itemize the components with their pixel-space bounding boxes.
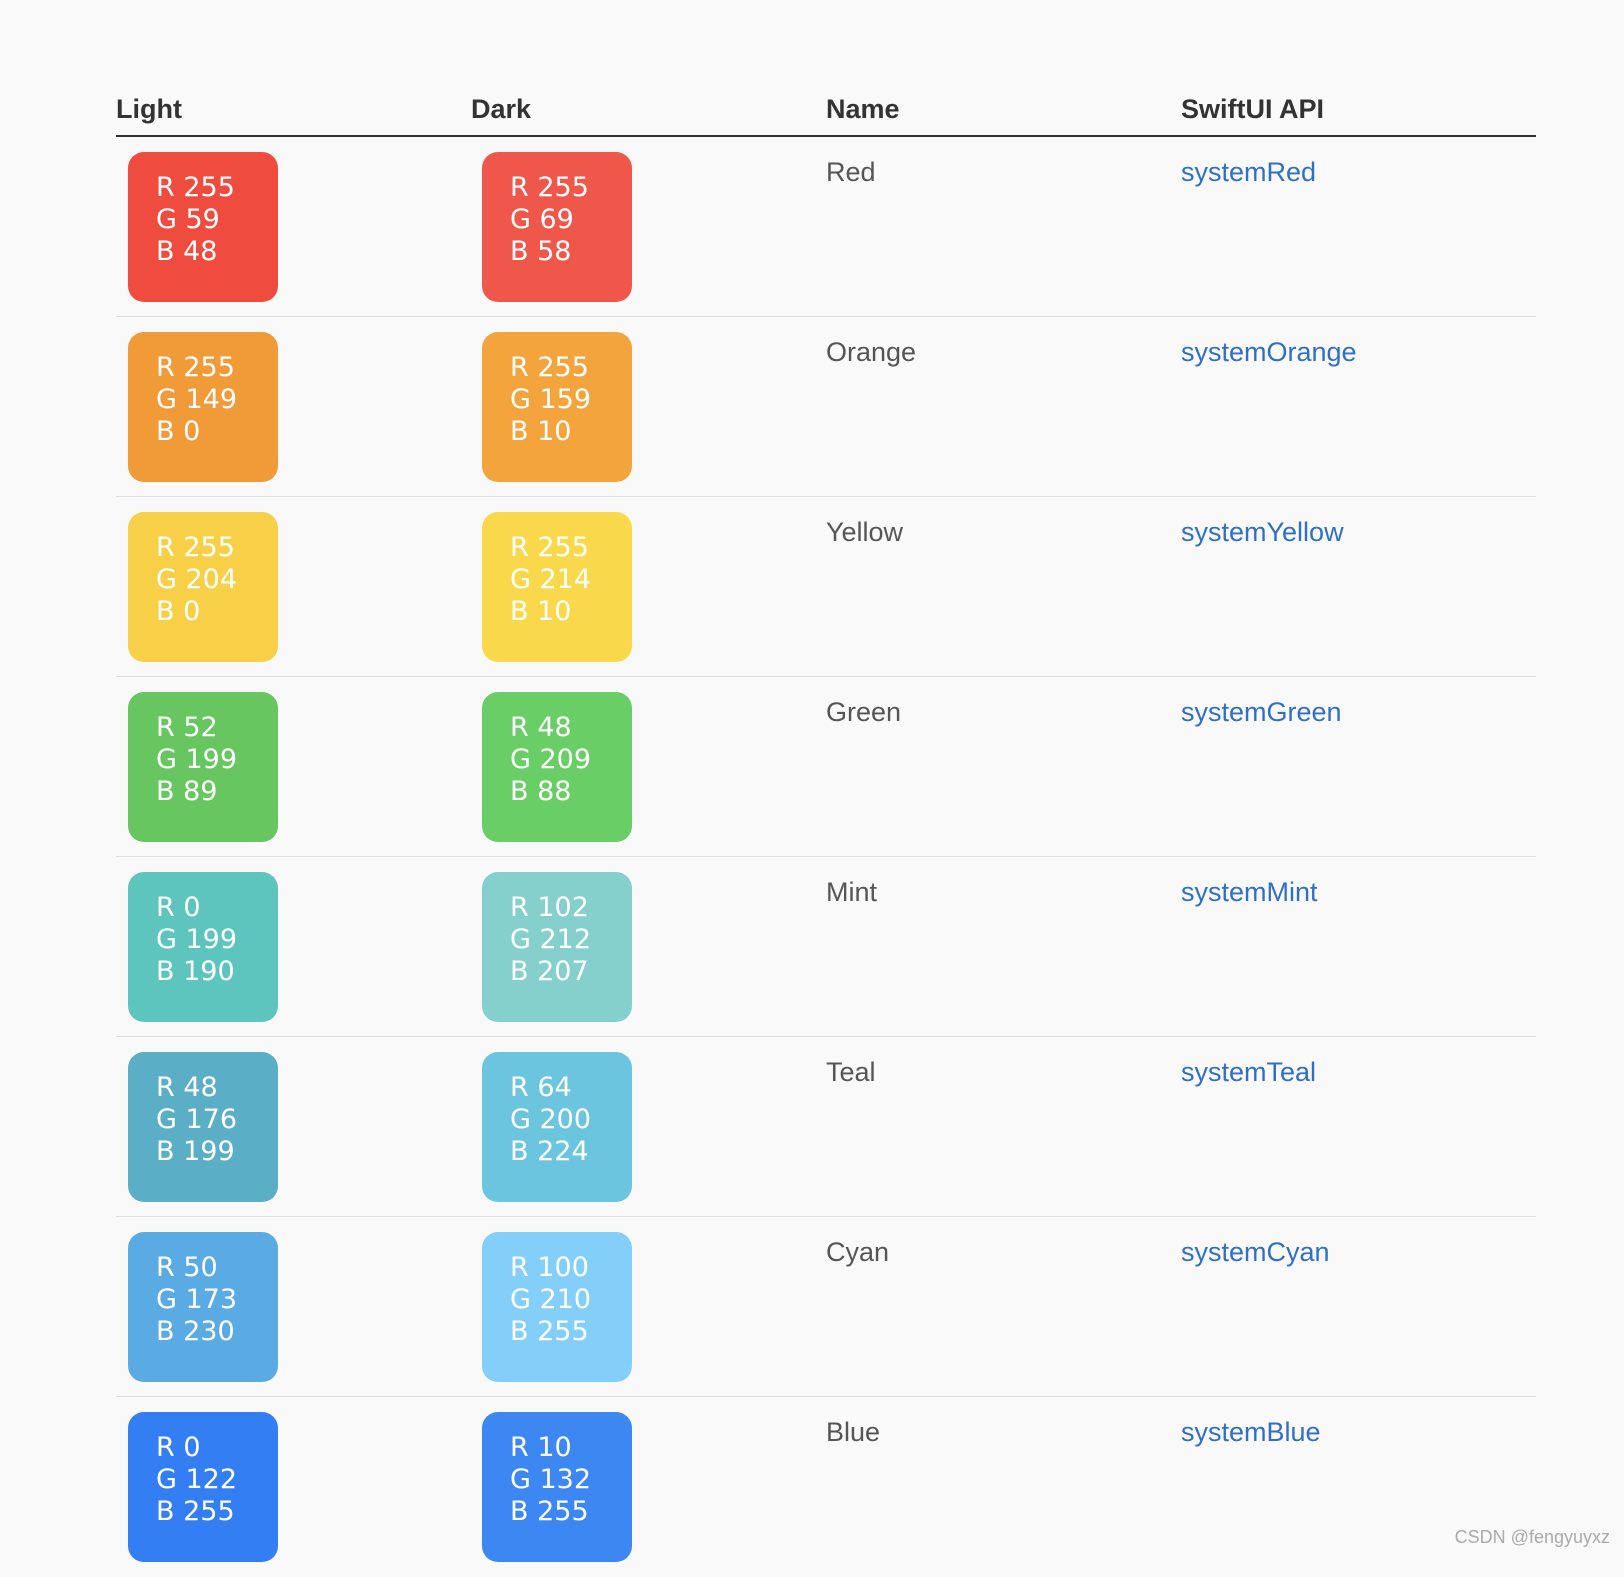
green-value: G 209 xyxy=(510,744,592,775)
blue-value: B 207 xyxy=(510,956,589,987)
red-value: R 0 xyxy=(156,892,201,923)
table-row-green: R 52 G 199 B 89 R 48 G 209 B 88 Green sy… xyxy=(116,677,1536,857)
watermark: CSDN @fengyuyxz xyxy=(1454,1527,1610,1547)
header-dark: Dark xyxy=(471,94,532,124)
table-row-yellow: R 255 G 204 B 0 R 255 G 214 B 10 Yellow … xyxy=(116,497,1536,677)
red-value: R 10 xyxy=(510,1432,572,1463)
api-link[interactable]: systemYellow xyxy=(1181,517,1344,547)
color-name: Teal xyxy=(826,1057,876,1087)
blue-value: B 89 xyxy=(156,776,218,807)
dark-swatch: R 255 G 159 B 10 xyxy=(482,332,632,482)
table-row-blue: R 0 G 122 B 255 R 10 G 132 B 255 Blue sy… xyxy=(116,1397,1536,1577)
color-name: Blue xyxy=(826,1417,881,1447)
dark-swatch: R 102 G 212 B 207 xyxy=(482,872,632,1022)
dark-swatch: R 64 G 200 B 224 xyxy=(482,1052,632,1202)
green-value: G 59 xyxy=(156,204,220,235)
light-swatch: R 52 G 199 B 89 xyxy=(128,692,278,842)
blue-value: B 88 xyxy=(510,776,572,807)
green-value: G 212 xyxy=(510,924,592,955)
dark-swatch: R 10 G 132 B 255 xyxy=(482,1412,632,1562)
blue-value: B 0 xyxy=(156,596,201,627)
table-row-mint: R 0 G 199 B 190 R 102 G 212 B 207 Mint s… xyxy=(116,857,1536,1037)
red-value: R 255 xyxy=(156,352,235,383)
blue-value: B 255 xyxy=(156,1496,235,1527)
table-row-cyan: R 50 G 173 B 230 R 100 G 210 B 255 Cyan … xyxy=(116,1217,1536,1397)
red-value: R 52 xyxy=(156,712,218,743)
blue-value: B 48 xyxy=(156,236,218,267)
header-name: Name xyxy=(826,94,900,124)
light-swatch: R 48 G 176 B 199 xyxy=(128,1052,278,1202)
blue-value: B 10 xyxy=(510,596,572,627)
green-value: G 204 xyxy=(156,564,238,595)
green-value: G 214 xyxy=(510,564,592,595)
light-swatch: R 0 G 199 B 190 xyxy=(128,872,278,1022)
blue-value: B 58 xyxy=(510,236,572,267)
color-name: Orange xyxy=(826,337,917,367)
blue-value: B 230 xyxy=(156,1316,235,1347)
green-value: G 132 xyxy=(510,1464,592,1495)
green-value: G 149 xyxy=(156,384,238,415)
api-link[interactable]: systemTeal xyxy=(1181,1057,1317,1087)
green-value: G 176 xyxy=(156,1104,238,1135)
table-header: Light Dark Name SwiftUI API xyxy=(116,0,1536,137)
light-swatch: R 255 G 204 B 0 xyxy=(128,512,278,662)
red-value: R 255 xyxy=(510,532,589,563)
blue-value: B 10 xyxy=(510,416,572,447)
table-row-red: R 255 G 59 B 48 R 255 G 69 B 58 Red syst… xyxy=(116,137,1536,317)
dark-swatch: R 100 G 210 B 255 xyxy=(482,1232,632,1382)
blue-value: B 199 xyxy=(156,1136,235,1167)
header-light: Light xyxy=(116,94,182,124)
table-row-teal: R 48 G 176 B 199 R 64 G 200 B 224 Teal s… xyxy=(116,1037,1536,1217)
color-name: Green xyxy=(826,697,902,727)
red-value: R 255 xyxy=(510,352,589,383)
blue-value: B 255 xyxy=(510,1316,589,1347)
blue-value: B 255 xyxy=(510,1496,589,1527)
light-swatch: R 50 G 173 B 230 xyxy=(128,1232,278,1382)
green-value: G 159 xyxy=(510,384,592,415)
green-value: G 199 xyxy=(156,744,238,775)
red-value: R 255 xyxy=(156,532,235,563)
red-value: R 48 xyxy=(510,712,572,743)
green-value: G 199 xyxy=(156,924,238,955)
light-swatch: R 255 G 149 B 0 xyxy=(128,332,278,482)
red-value: R 48 xyxy=(156,1072,218,1103)
blue-value: B 224 xyxy=(510,1136,589,1167)
light-swatch: R 0 G 122 B 255 xyxy=(128,1412,278,1562)
red-value: R 64 xyxy=(510,1072,572,1103)
green-value: G 173 xyxy=(156,1284,238,1315)
api-link[interactable]: systemOrange xyxy=(1181,337,1357,367)
red-value: R 255 xyxy=(510,172,589,203)
api-link[interactable]: systemMint xyxy=(1181,877,1318,907)
red-value: R 255 xyxy=(156,172,235,203)
blue-value: B 190 xyxy=(156,956,235,987)
api-link[interactable]: systemCyan xyxy=(1181,1237,1330,1267)
green-value: G 200 xyxy=(510,1104,592,1135)
light-swatch: R 255 G 59 B 48 xyxy=(128,152,278,302)
dark-swatch: R 255 G 214 B 10 xyxy=(482,512,632,662)
dark-swatch: R 255 G 69 B 58 xyxy=(482,152,632,302)
api-link[interactable]: systemGreen xyxy=(1181,697,1342,727)
red-value: R 102 xyxy=(510,892,589,923)
color-name: Mint xyxy=(826,877,878,907)
red-value: R 100 xyxy=(510,1252,589,1283)
api-link[interactable]: systemRed xyxy=(1181,157,1317,187)
color-name: Red xyxy=(826,157,876,187)
color-name: Yellow xyxy=(826,517,904,547)
api-link[interactable]: systemBlue xyxy=(1181,1417,1321,1447)
header-swiftui-api: SwiftUI API xyxy=(1181,94,1325,124)
green-value: G 210 xyxy=(510,1284,592,1315)
red-value: R 0 xyxy=(156,1432,201,1463)
dark-swatch: R 48 G 209 B 88 xyxy=(482,692,632,842)
blue-value: B 0 xyxy=(156,416,201,447)
color-name: Cyan xyxy=(826,1237,890,1267)
red-value: R 50 xyxy=(156,1252,218,1283)
green-value: G 122 xyxy=(156,1464,238,1495)
table-row-orange: R 255 G 149 B 0 R 255 G 159 B 10 Orange … xyxy=(116,317,1536,497)
green-value: G 69 xyxy=(510,204,574,235)
